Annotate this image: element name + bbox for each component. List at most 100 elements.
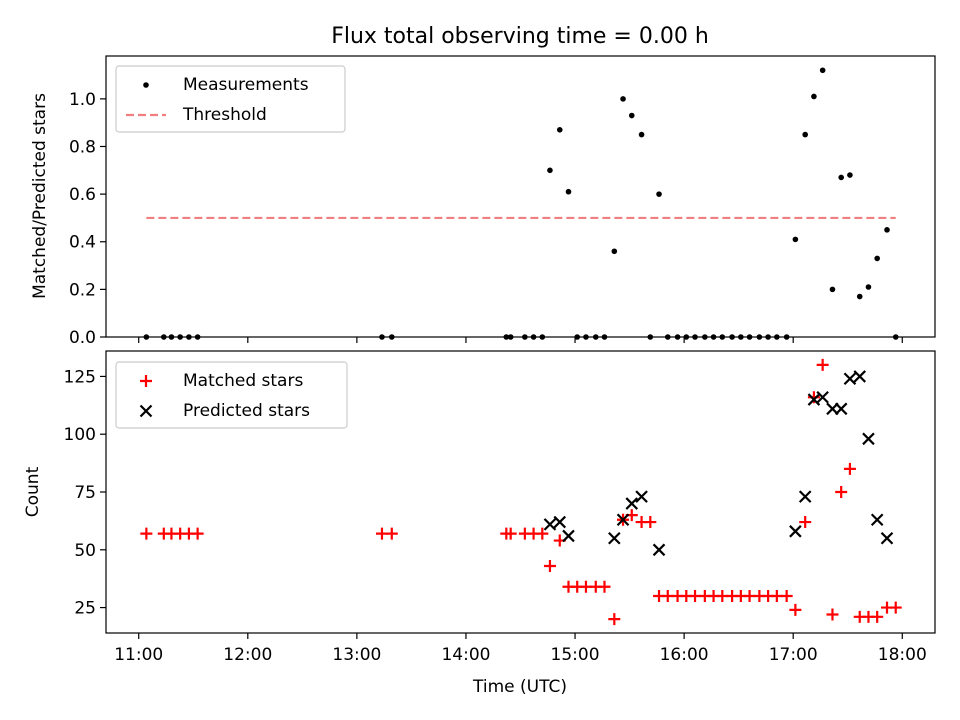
matched-stars-point	[789, 603, 802, 616]
measurements-point	[683, 334, 690, 340]
top-y-axis: 0.0 0.2 0.4 0.6 0.8 1.0	[69, 90, 106, 348]
measurements-point	[838, 174, 844, 181]
measurements-point	[620, 96, 626, 102]
x-tick-label: 16:00	[660, 645, 709, 665]
measurements-point	[746, 334, 753, 340]
measurements-point	[819, 67, 826, 74]
measurements-point	[874, 255, 880, 262]
y-tick-label: 1.0	[69, 90, 96, 110]
measurements-point	[719, 334, 726, 340]
matched-stars-point	[644, 516, 657, 529]
matched-stars-point	[191, 527, 204, 540]
measurements-point	[503, 334, 510, 340]
measurements-point	[892, 334, 899, 340]
legend-marker-matched-stars	[140, 375, 152, 387]
bottom-series-layer	[140, 358, 902, 626]
measurements-point	[143, 334, 150, 340]
matched-stars-point	[807, 391, 820, 404]
measurements-point	[601, 334, 608, 340]
x-tick-label: 13:00	[332, 645, 381, 665]
matched-stars-point	[835, 486, 848, 498]
measurements-point	[628, 112, 635, 119]
measurements-point	[530, 334, 537, 340]
predicted-stars-point	[807, 393, 821, 406]
measurements-point	[792, 236, 799, 243]
x-tick-label: 15:00	[551, 645, 600, 665]
top-y-axis-label: Matched/Predicted stars	[30, 93, 50, 299]
legend-symbol	[139, 404, 153, 418]
measurements-point	[674, 334, 681, 340]
predicted-stars-point	[798, 490, 812, 503]
legend-marker-measurements	[143, 82, 149, 88]
legend-symbol	[143, 82, 149, 88]
x-tick-label: 12:00	[223, 645, 272, 665]
matched-stars-point	[385, 527, 398, 540]
top-legend-box	[115, 65, 346, 133]
measurements-point	[556, 127, 563, 133]
legend-label-measurements: Measurements	[183, 75, 309, 95]
matched-stars-point	[536, 527, 549, 540]
x-tick-label: 17:00	[769, 645, 818, 665]
measurements-point	[379, 334, 385, 340]
measurements-point	[611, 248, 618, 255]
x-tick-label: 18:00	[878, 645, 927, 665]
matched-stars-point	[889, 601, 902, 614]
y-tick-label: 0.0	[69, 328, 96, 348]
legend-label-matched-stars: Matched stars	[183, 371, 303, 391]
legend-symbol	[140, 375, 152, 387]
measurements-point	[774, 334, 780, 340]
predicted-stars-point	[608, 531, 621, 545]
bottom-y-axis-label: Count	[23, 466, 43, 517]
measurements-point	[811, 93, 817, 100]
measurements-point	[702, 334, 708, 340]
measurements-point	[765, 334, 771, 340]
measurements-point	[565, 188, 572, 195]
predicted-stars-point	[625, 497, 639, 510]
y-tick-label: 0.8	[69, 137, 96, 157]
measurements-point	[865, 284, 872, 290]
predicted-stars-point	[652, 543, 666, 557]
top-panel: Flux total observing time = 0.00 h 0.00.…	[30, 24, 936, 348]
top-plot-frame	[105, 55, 936, 338]
measurements-point	[507, 334, 514, 340]
x-axis-label: Time (UTC)	[472, 677, 567, 697]
matched-stars-point	[608, 613, 621, 626]
measurements-point	[547, 167, 553, 174]
legend-label-predicted-stars: Predicted stars	[183, 401, 310, 421]
measurements-point	[583, 334, 589, 340]
bottom-panel: 25 50 75 100 125 11:00 12:00 13:00 14:00 15:00 16…	[23, 350, 936, 697]
matched-stars-point	[543, 559, 556, 572]
measurements-point	[388, 334, 395, 340]
measurements-point	[592, 334, 599, 340]
predicted-stars-point	[862, 432, 875, 446]
matched-stars-point	[826, 608, 839, 621]
x-tick-label: 11:00	[114, 645, 163, 665]
measurements-point	[161, 334, 167, 340]
measurements-point	[884, 227, 890, 233]
measurements-point	[522, 334, 528, 340]
predicted-stars-point	[816, 390, 829, 404]
top-series-layer	[143, 67, 899, 340]
measurements-point	[710, 334, 717, 340]
top-x-axis	[138, 337, 903, 343]
y-tick-label: 25	[74, 599, 96, 619]
measurements-point	[638, 131, 645, 138]
matched-stars-point	[843, 462, 856, 475]
measurements-point	[647, 334, 654, 340]
predicted-stars-point	[843, 372, 857, 386]
matched-stars-point	[780, 590, 793, 603]
legend-marker-predicted-stars	[139, 404, 153, 418]
predicted-stars-point	[834, 402, 848, 416]
measurements-point	[756, 334, 763, 340]
matched-stars-point	[140, 527, 153, 540]
matched-stars-point	[598, 580, 611, 593]
y-tick-label: 50	[74, 541, 96, 561]
x-tick-label: 14:00	[441, 645, 490, 665]
predicted-stars-point	[870, 513, 884, 527]
bottom-x-axis: 11:00 12:00 13:00 14:00 15:00 16:00 17:00 18:00	[114, 633, 927, 665]
measurements-point	[656, 191, 662, 197]
measurements-point	[194, 334, 201, 340]
measurements-point	[664, 334, 671, 340]
measurements-point	[574, 334, 581, 340]
